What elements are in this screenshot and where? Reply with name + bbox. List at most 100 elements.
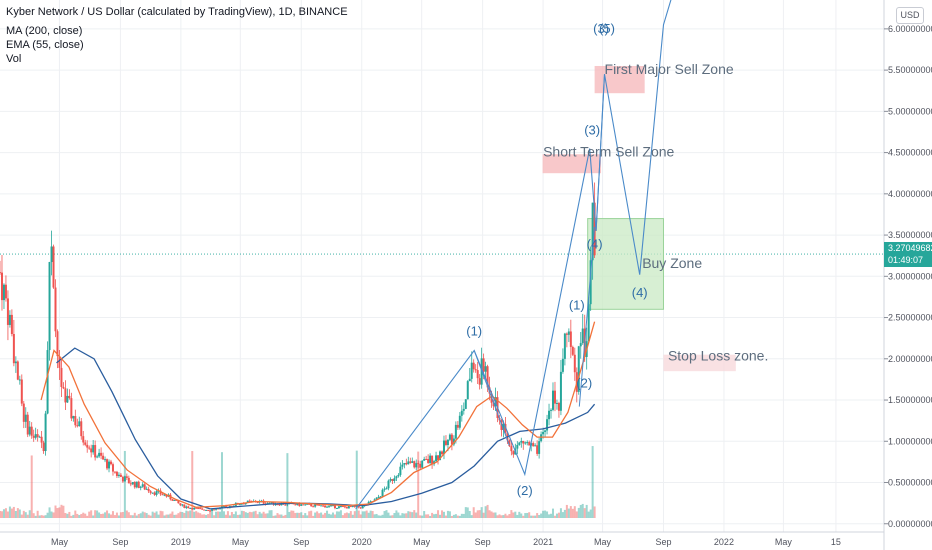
- volume-bar: [551, 508, 554, 518]
- candle-body: [577, 346, 580, 392]
- volume-bar: [320, 512, 323, 518]
- volume-bar: [252, 511, 255, 518]
- candle-body: [442, 440, 445, 455]
- candle-body: [82, 436, 85, 443]
- candle-body: [111, 464, 114, 472]
- time-axis: May Sep 2019 May Sep 2020 May Sep 2021 May Sep 2022…: [0, 531, 884, 547]
- volume-bar: [544, 510, 547, 518]
- candle-body: [431, 455, 434, 465]
- candle-body: [153, 492, 156, 495]
- volume-bar: [571, 508, 574, 518]
- volume-bar: [333, 514, 336, 518]
- candle-body: [439, 451, 442, 461]
- volume-bar: [74, 510, 77, 518]
- candle-body: [478, 378, 481, 385]
- volume-bar: [510, 510, 513, 518]
- volume-bar: [557, 512, 560, 518]
- candle-body: [300, 504, 303, 506]
- candle-body: [518, 442, 521, 445]
- volume-bar: [502, 515, 505, 518]
- volume-bar: [520, 513, 523, 518]
- volume-bar: [175, 514, 178, 518]
- indicator-lines: [40, 321, 596, 510]
- candle-body: [62, 386, 65, 389]
- ma-indicator-label[interactable]: MA (200, close): [6, 25, 83, 37]
- volume-bar: [203, 514, 206, 518]
- last-price-tag: 3.27049682 01:49:07: [884, 242, 932, 267]
- candle-body: [135, 481, 138, 488]
- volume-bar: [100, 513, 103, 518]
- candle-body: [557, 402, 560, 411]
- volume-bar: [288, 511, 291, 518]
- volume-bar: [294, 512, 297, 518]
- volume-bar: [230, 511, 233, 518]
- volume-indicator-label[interactable]: Vol: [6, 53, 22, 65]
- volume-bar: [0, 510, 1, 518]
- candle-body: [310, 503, 313, 507]
- volume-bar: [550, 513, 553, 518]
- candle-body: [450, 434, 453, 445]
- volume-bar: [78, 515, 81, 518]
- candle-body: [308, 503, 311, 505]
- candle-body: [401, 464, 404, 467]
- volume-bar: [143, 512, 146, 518]
- candle-body: [316, 504, 319, 506]
- volume-bar: [498, 514, 501, 518]
- volume-bar: [274, 515, 277, 518]
- volume-bar: [24, 512, 27, 518]
- candle-body: [546, 419, 549, 431]
- candle-body: [72, 416, 75, 419]
- volume-bar: [492, 512, 495, 518]
- candle-body: [193, 507, 196, 510]
- candle-body: [375, 497, 378, 500]
- x-tick-label: Sep: [293, 537, 309, 547]
- volume-bar: [226, 511, 229, 518]
- volume-bar: [454, 514, 457, 518]
- volume-bar: [387, 512, 390, 518]
- volume-bar: [88, 511, 91, 518]
- ema-indicator-label[interactable]: EMA (55, close): [6, 39, 84, 51]
- volume-bar: [395, 510, 398, 518]
- volume-bar: [161, 511, 164, 518]
- candle-body: [44, 413, 47, 452]
- volume-bar: [0, 511, 3, 518]
- volume-bar: [217, 511, 220, 518]
- volume-bar: [48, 507, 51, 518]
- candle-body: [522, 440, 525, 444]
- currency-button[interactable]: USD: [896, 7, 924, 24]
- candle-body: [207, 509, 210, 511]
- sell-zone: [542, 154, 602, 174]
- candle-body: [48, 262, 51, 351]
- candle-body: [66, 395, 69, 403]
- candle-body: [36, 434, 39, 438]
- volume-bar: [538, 515, 541, 518]
- candle-body: [125, 476, 128, 478]
- candle-body: [536, 445, 539, 454]
- volume-bar: [296, 512, 299, 518]
- volume-bar: [542, 510, 545, 518]
- candle-body: [183, 504, 186, 508]
- buy-zone: [587, 218, 664, 310]
- candle-body: [502, 423, 505, 430]
- candle-body: [565, 333, 568, 335]
- volume-bar: [330, 514, 333, 518]
- candle-body: [441, 451, 443, 455]
- x-tick-label: 15: [831, 537, 841, 547]
- volume-bar: [173, 514, 176, 518]
- volume-bar: [113, 515, 116, 518]
- volume-bar: [474, 512, 477, 518]
- chart-grid: [0, 0, 884, 532]
- candle-body: [121, 476, 124, 482]
- volume-bar: [466, 507, 469, 518]
- candle-body: [102, 455, 105, 460]
- y-tick-label: 6.00000000: [888, 24, 932, 34]
- volume-bar: [185, 510, 188, 518]
- candle-body: [581, 328, 584, 344]
- trend-line: [473, 350, 510, 446]
- volume-bar: [468, 510, 471, 518]
- volume-bar: [411, 512, 414, 518]
- candle-body: [318, 504, 321, 506]
- volume-bar: [244, 512, 247, 518]
- volume-bar: [262, 511, 265, 518]
